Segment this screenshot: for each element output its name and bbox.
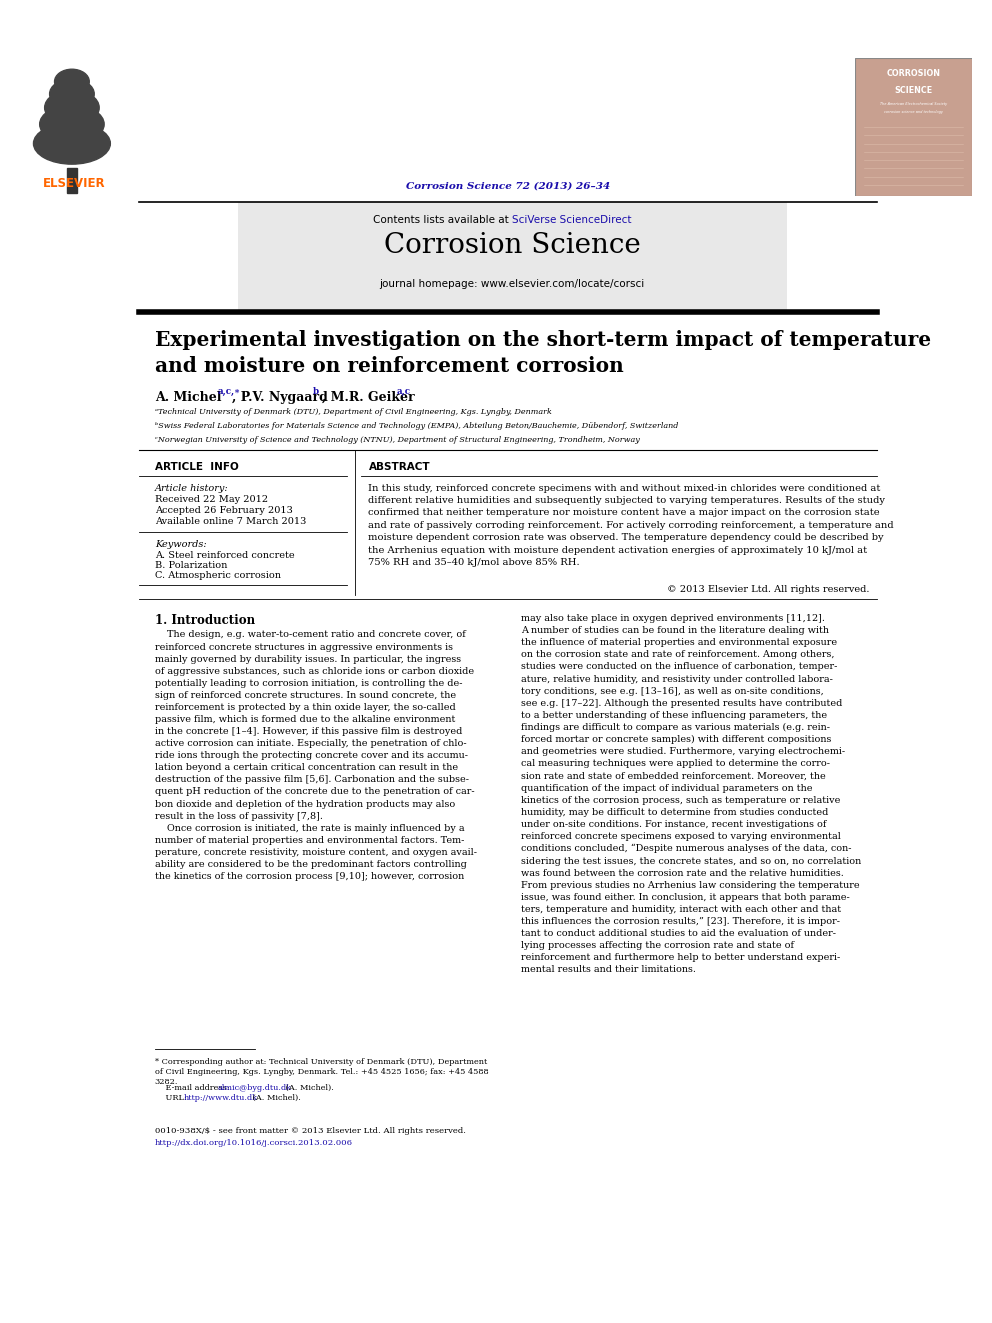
Text: B. Polarization: B. Polarization xyxy=(155,561,227,570)
Text: * Corresponding author at: Technical University of Denmark (DTU), Department
of : * Corresponding author at: Technical Uni… xyxy=(155,1058,488,1086)
Text: journal homepage: www.elsevier.com/locate/corsci: journal homepage: www.elsevier.com/locat… xyxy=(380,279,645,288)
Text: C. Atmospheric corrosion: C. Atmospheric corrosion xyxy=(155,572,281,581)
Text: URL:: URL: xyxy=(155,1094,189,1102)
Text: SciVerse ScienceDirect: SciVerse ScienceDirect xyxy=(512,214,632,225)
Ellipse shape xyxy=(45,90,99,126)
Text: SCIENCE: SCIENCE xyxy=(895,86,932,95)
Text: The design, e.g. water-to-cement ratio and concrete cover, of
reinforced concret: The design, e.g. water-to-cement ratio a… xyxy=(155,631,477,881)
Text: ᶜNorwegian University of Science and Technology (NTNU), Department of Structural: ᶜNorwegian University of Science and Tec… xyxy=(155,435,640,443)
Text: Accepted 26 February 2013: Accepted 26 February 2013 xyxy=(155,507,293,515)
Bar xyxy=(66,168,77,193)
Text: a,c: a,c xyxy=(397,386,411,396)
Text: ABSTRACT: ABSTRACT xyxy=(368,462,431,472)
Text: In this study, reinforced concrete specimens with and without mixed-in chlorides: In this study, reinforced concrete speci… xyxy=(368,484,894,566)
Ellipse shape xyxy=(55,69,89,94)
Text: Contents lists available at: Contents lists available at xyxy=(373,214,512,225)
Ellipse shape xyxy=(34,123,110,164)
Text: ᵇSwiss Federal Laboratories for Materials Science and Technology (EMPA), Abteilu: ᵇSwiss Federal Laboratories for Material… xyxy=(155,422,679,430)
Text: 1. Introduction: 1. Introduction xyxy=(155,614,255,627)
Text: Available online 7 March 2013: Available online 7 March 2013 xyxy=(155,517,307,527)
Text: ARTICLE  INFO: ARTICLE INFO xyxy=(155,462,238,472)
Text: Article history:: Article history: xyxy=(155,484,228,492)
Text: Corrosion Science 72 (2013) 26–34: Corrosion Science 72 (2013) 26–34 xyxy=(407,181,610,191)
Text: (A. Michel).: (A. Michel). xyxy=(283,1084,334,1091)
Text: ᵃTechnical University of Denmark (DTU), Department of Civil Engineering, Kgs. Ly: ᵃTechnical University of Denmark (DTU), … xyxy=(155,409,552,417)
Text: A. Steel reinforced concrete: A. Steel reinforced concrete xyxy=(155,550,295,560)
Text: ELSEVIER: ELSEVIER xyxy=(43,177,106,191)
Text: © 2013 Elsevier Ltd. All rights reserved.: © 2013 Elsevier Ltd. All rights reserved… xyxy=(668,585,870,594)
Text: almic@byg.dtu.dk: almic@byg.dtu.dk xyxy=(218,1084,292,1091)
Ellipse shape xyxy=(40,105,104,143)
Text: CORROSION: CORROSION xyxy=(887,69,940,78)
Text: A. Michel: A. Michel xyxy=(155,392,221,404)
Text: http://dx.doi.org/10.1016/j.corsci.2013.02.006: http://dx.doi.org/10.1016/j.corsci.2013.… xyxy=(155,1139,353,1147)
Text: E-mail address:: E-mail address: xyxy=(155,1084,232,1091)
Text: http://www.dtu.dk: http://www.dtu.dk xyxy=(184,1094,258,1102)
Text: , P.V. Nygaard: , P.V. Nygaard xyxy=(231,392,327,404)
Text: b: b xyxy=(312,386,318,396)
Text: may also take place in oxygen deprived environments [11,12].
A number of studies: may also take place in oxygen deprived e… xyxy=(521,614,861,974)
Text: Experimental investigation on the short-term impact of temperature
and moisture : Experimental investigation on the short-… xyxy=(155,329,930,376)
Text: Corrosion Science: Corrosion Science xyxy=(384,232,641,259)
Text: a,c,∗: a,c,∗ xyxy=(218,386,241,396)
Text: (A. Michel).: (A. Michel). xyxy=(250,1094,301,1102)
Text: Keywords:: Keywords: xyxy=(155,540,206,549)
Text: 0010-938X/$ - see front matter © 2013 Elsevier Ltd. All rights reserved.: 0010-938X/$ - see front matter © 2013 El… xyxy=(155,1126,466,1135)
Text: corrosion science and technology: corrosion science and technology xyxy=(884,111,943,115)
Text: , M.R. Geiker: , M.R. Geiker xyxy=(322,392,415,404)
FancyBboxPatch shape xyxy=(855,58,972,196)
Ellipse shape xyxy=(50,79,94,108)
Text: Received 22 May 2012: Received 22 May 2012 xyxy=(155,495,268,504)
Text: The American Electrochemical Society: The American Electrochemical Society xyxy=(880,102,947,106)
FancyBboxPatch shape xyxy=(238,201,788,310)
